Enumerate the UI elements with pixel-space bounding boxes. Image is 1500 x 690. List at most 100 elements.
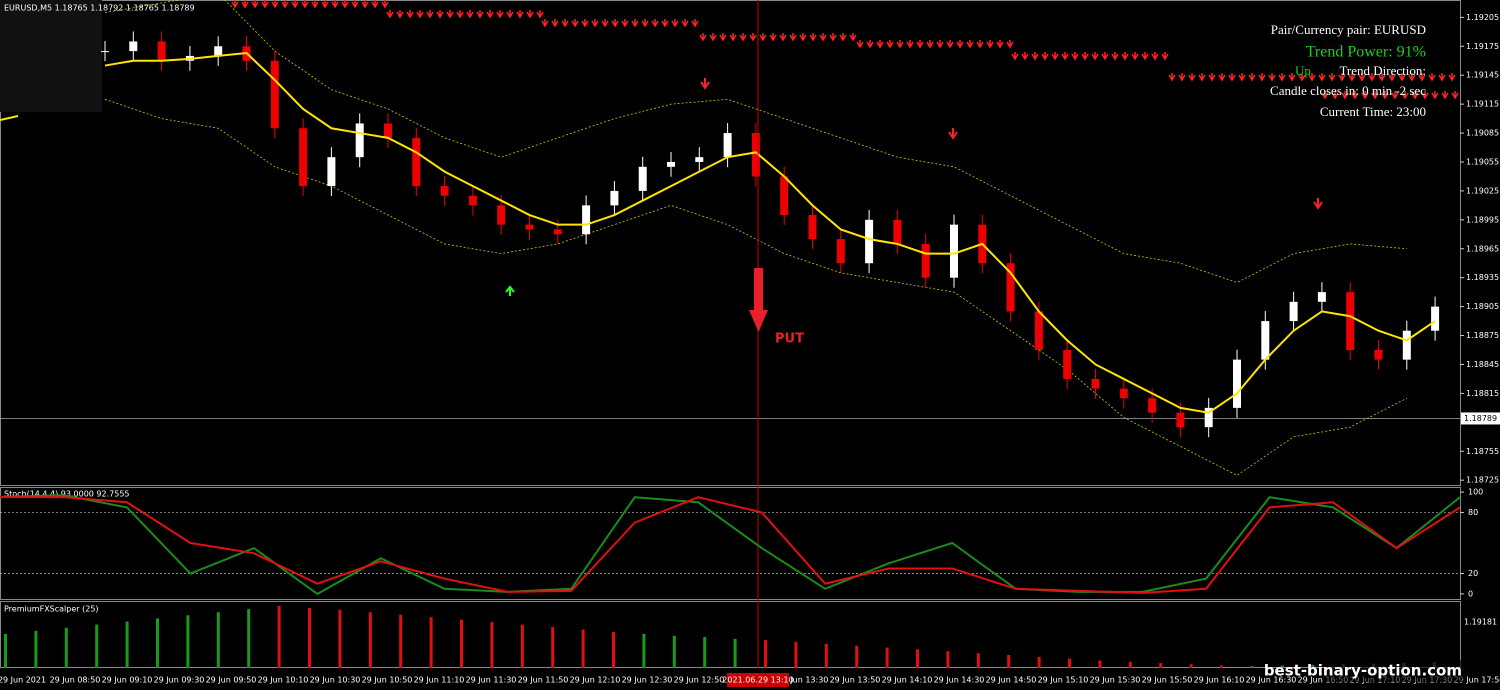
- watermark-bg: [1325, 660, 1463, 682]
- sell-arrow: [581, 19, 589, 28]
- sell-arrow: [700, 78, 710, 90]
- sell-arrow: [839, 33, 847, 42]
- sell-arrow: [896, 40, 904, 49]
- sell-arrow: [1168, 73, 1176, 82]
- info-candle-close: Candle closes in: 0 min -2 sec: [1270, 83, 1426, 98]
- sell-arrow: [1378, 73, 1386, 82]
- sell-arrow: [1041, 52, 1049, 61]
- sell-arrow: [1328, 73, 1336, 82]
- price-tick-label: 1.19205: [1466, 13, 1499, 22]
- scalper-bar: [1037, 656, 1041, 668]
- scalper-bar: [1159, 663, 1163, 668]
- scalper-bar: [64, 627, 68, 668]
- sell-arrow: [371, 0, 379, 9]
- candle: [1233, 349, 1241, 418]
- time-label: 29 Jun 14:50: [986, 676, 1037, 685]
- sell-arrow: [341, 0, 349, 9]
- sell-arrow: [819, 33, 827, 42]
- sell-arrow: [476, 10, 484, 19]
- sell-arrow: [779, 33, 787, 42]
- candle: [384, 113, 392, 148]
- candle-body: [1148, 398, 1157, 413]
- sell-arrow: [1208, 73, 1216, 82]
- sell-arrow: [1313, 198, 1323, 210]
- sell-arrow: [1071, 52, 1079, 61]
- sell-arrow: [996, 40, 1004, 49]
- sell-arrow: [956, 40, 964, 49]
- stoch-d-line: [0, 496, 1461, 594]
- sell-arrow: [1011, 52, 1019, 61]
- sell-arrow: [446, 10, 454, 19]
- candle-body: [129, 41, 138, 52]
- candle-body: [101, 51, 109, 53]
- sell-arrow: [1278, 73, 1286, 82]
- sell-arrow: [1438, 73, 1446, 82]
- sell-arrow: [1358, 73, 1366, 82]
- sell-arrow: [829, 33, 837, 42]
- candle-body: [384, 123, 392, 138]
- candle-body: [921, 243, 930, 278]
- scalper-bar: [399, 614, 403, 668]
- sell-arrow: [1061, 52, 1069, 61]
- candle-body: [1233, 359, 1241, 408]
- scalper-bar: [794, 641, 798, 668]
- time-label: 29 Jun 2021: [0, 676, 46, 685]
- candle-body: [1374, 350, 1383, 360]
- candle: [1289, 291, 1298, 332]
- scalper-bar: [247, 609, 251, 668]
- sell-arrow: [809, 33, 817, 42]
- sell-arrow: [1448, 73, 1456, 82]
- sell-arrow: [1141, 52, 1149, 61]
- sell-arrow: [1021, 52, 1029, 61]
- sell-arrow: [1228, 73, 1236, 82]
- sell-arrow: [301, 0, 309, 9]
- candle: [270, 50, 279, 139]
- sell-arrow: [789, 33, 797, 42]
- sell-arrow: [1288, 73, 1296, 82]
- time-label: 29 Jun 15:10: [1038, 676, 1089, 685]
- sell-arrow: [541, 19, 549, 28]
- candle: [921, 233, 930, 288]
- candle: [214, 36, 223, 66]
- signal-label: PUT: [775, 332, 804, 347]
- sell-arrow: [849, 33, 857, 42]
- sell-arrow: [1408, 73, 1416, 82]
- sell-arrow: [526, 10, 534, 19]
- sell-arrow: [681, 19, 689, 28]
- price-tick-label: 1.18845: [1466, 360, 1499, 369]
- sell-arrow: [436, 10, 444, 19]
- sell-arrow: [591, 19, 599, 28]
- sell-arrow: [759, 33, 767, 42]
- main-panel: [0, 0, 1461, 486]
- sell-arrow: [1178, 73, 1186, 82]
- sell-arrow: [1351, 91, 1359, 100]
- sell-arrow: [1428, 73, 1436, 82]
- sell-arrow: [1091, 52, 1099, 61]
- scalper-bar: [308, 607, 311, 668]
- price-tick-label: 1.19085: [1466, 129, 1499, 138]
- candle-body: [1431, 306, 1440, 331]
- candle: [808, 205, 817, 250]
- price-tick-label: 1.18905: [1466, 302, 1499, 311]
- sell-arrow: [948, 128, 958, 140]
- sell-arrow: [611, 19, 619, 28]
- sell-arrow: [1338, 73, 1346, 82]
- sell-arrow: [1161, 52, 1169, 61]
- candle-body: [723, 133, 732, 158]
- candle: [695, 147, 704, 172]
- sell-arrow: [1391, 91, 1399, 100]
- sell-arrow: [926, 40, 934, 49]
- sell-arrow: [561, 19, 569, 28]
- sell-arrow: [916, 40, 924, 49]
- time-label: 29 Jun 11:50: [518, 676, 569, 685]
- candle: [157, 31, 166, 71]
- sell-arrow: [1388, 73, 1396, 82]
- candle-body: [327, 157, 336, 187]
- candle: [1317, 282, 1326, 312]
- sell-arrow: [1381, 91, 1389, 100]
- time-label: 29 Jun 11:10: [414, 676, 465, 685]
- scalper-bar: [4, 633, 7, 668]
- candle: [412, 127, 421, 197]
- time-label: 29 Jun 09:10: [102, 676, 153, 685]
